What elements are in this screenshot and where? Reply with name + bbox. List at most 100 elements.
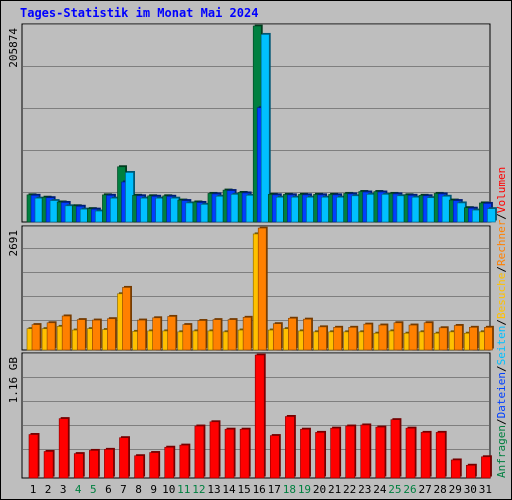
bar-volumen-6: [104, 449, 114, 479]
bar-volumen-10: [164, 446, 175, 479]
bar-rechner-23: [363, 323, 373, 351]
bar-rechner-31: [484, 327, 493, 351]
y-axis-label-3: 1.16 GB: [7, 357, 20, 404]
x-tick-label: 8: [135, 483, 142, 496]
bar-seiten-16: [260, 34, 270, 223]
legend-entry: Anfragen: [495, 425, 508, 478]
chart-title: Tages-Statistik im Monat Mai 2024: [20, 6, 259, 20]
x-tick-label: 13: [207, 483, 220, 496]
x-tick-label: 2: [45, 483, 52, 496]
bar-volumen-7: [119, 437, 129, 479]
x-tick-label: 29: [449, 483, 462, 496]
bar-rechner-4: [76, 319, 86, 351]
bar-volumen-23: [360, 424, 371, 479]
x-tick-label: 21: [328, 483, 341, 496]
x-tick-label: 7: [120, 483, 127, 496]
bar-volumen-19: [300, 428, 310, 479]
x-tick-label: 18: [283, 483, 296, 496]
bar-rechner-9: [152, 317, 161, 351]
x-tick-label: 11: [177, 483, 190, 496]
x-tick-label: 3: [60, 483, 67, 496]
y-axis-label-1: 205874: [7, 28, 20, 68]
bar-volumen-4: [73, 453, 84, 479]
bar-rechner-8: [137, 319, 146, 351]
bar-volumen-15: [239, 428, 250, 479]
x-tick-label: 20: [313, 483, 326, 496]
bar-volumen-27: [420, 432, 431, 479]
x-tick-label: 15: [237, 483, 250, 496]
bar-rechner-28: [438, 327, 448, 351]
x-tick-label: 9: [150, 483, 157, 496]
bar-volumen-1: [28, 434, 39, 479]
bar-rechner-3: [61, 315, 71, 351]
bar-rechner-19: [303, 318, 312, 351]
y-axis-label-2: 2691: [7, 230, 20, 257]
bar-rechner-12: [197, 320, 207, 351]
legend-entry: /: [495, 418, 508, 425]
bar-volumen-2: [43, 451, 54, 479]
legend-entry: Seiten: [495, 326, 508, 366]
bar-rechner-27: [423, 322, 433, 351]
bar-rechner-22: [348, 327, 357, 351]
bar-rechner-29: [453, 325, 463, 351]
bar-volumen-31: [481, 456, 491, 479]
bar-volumen-21: [330, 427, 340, 479]
bar-volumen-3: [58, 418, 69, 479]
bar-volumen-8: [134, 455, 144, 479]
x-tick-label: 25: [388, 483, 401, 496]
bar-volumen-9: [149, 452, 159, 479]
legend-entry: Rechner: [495, 219, 508, 266]
x-tick-label: 24: [373, 483, 387, 496]
bar-rechner-15: [242, 317, 252, 351]
bar-rechner-2: [46, 322, 56, 351]
x-tick-label: 17: [268, 483, 281, 496]
bar-rechner-5: [92, 319, 101, 351]
bar-volumen-25: [390, 419, 401, 479]
bar-volumen-12: [194, 425, 205, 479]
x-tick-label: 14: [222, 483, 236, 496]
bar-volumen-17: [269, 435, 280, 479]
x-tick-label: 5: [90, 483, 97, 496]
bar-volumen-11: [179, 444, 190, 479]
x-tick-label: 22: [343, 483, 356, 496]
x-tick-label: 30: [464, 483, 477, 496]
bar-rechner-7: [122, 287, 131, 351]
legend-entry: /: [495, 213, 508, 220]
bar-rechner-6: [107, 318, 116, 351]
bar-rechner-21: [333, 327, 342, 351]
x-tick-label: 19: [298, 483, 311, 496]
x-tick-label: 16: [253, 483, 266, 496]
legend: Anfragen/Dateien/Seiten/Besuche/Rechner/…: [495, 167, 508, 478]
legend-entry: Dateien: [495, 372, 508, 418]
bar-volumen-13: [209, 421, 220, 479]
bar-rechner-11: [182, 324, 192, 351]
bar-rechner-1: [31, 324, 41, 351]
x-tick-label: 1: [30, 483, 37, 496]
bar-volumen-22: [345, 425, 355, 479]
bar-rechner-20: [318, 326, 327, 351]
bar-seiten-31: [487, 208, 496, 223]
bar-rechner-24: [378, 324, 388, 351]
bar-rechner-16: [257, 227, 267, 351]
x-tick-label: 31: [479, 483, 492, 496]
bar-rechner-25: [393, 322, 403, 351]
bar-volumen-28: [435, 432, 446, 479]
legend-entry: /: [495, 266, 508, 273]
bar-rechner-26: [408, 324, 418, 351]
legend-entry: Volumen: [495, 167, 508, 213]
x-tick-label: 23: [358, 483, 371, 496]
x-tick-label: 12: [192, 483, 205, 496]
legend-entry: /: [495, 319, 508, 326]
bar-volumen-18: [285, 416, 295, 479]
x-tick-label: 27: [418, 483, 431, 496]
bar-volumen-14: [224, 428, 235, 479]
x-tick-label: 6: [105, 483, 112, 496]
bar-volumen-24: [375, 426, 386, 479]
bar-volumen-29: [450, 459, 461, 479]
x-tick-label: 4: [75, 483, 82, 496]
bar-volumen-5: [89, 450, 99, 479]
bar-rechner-10: [167, 316, 177, 351]
x-tick-label: 10: [162, 483, 175, 496]
legend-entry: /: [495, 365, 508, 372]
